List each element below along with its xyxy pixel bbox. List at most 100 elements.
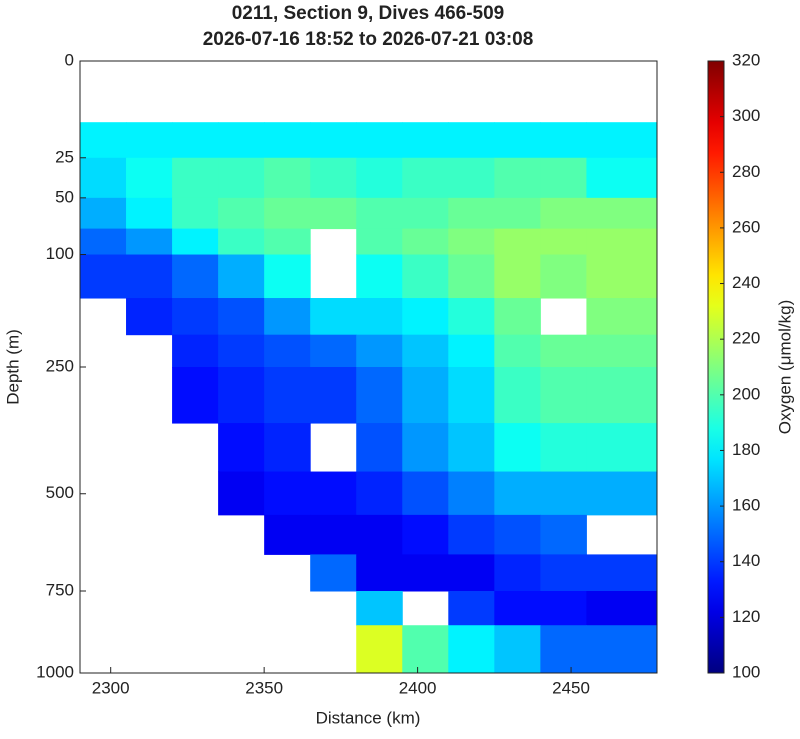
x-tick-label: 2300 [92, 678, 130, 697]
field-cell [494, 157, 541, 199]
field-cell [540, 254, 587, 299]
field-cell [586, 122, 658, 159]
field-cell [586, 625, 658, 674]
field-cell [540, 625, 587, 674]
field-cell [586, 157, 658, 199]
field-cell [310, 554, 357, 592]
field-cell [540, 334, 587, 368]
field-cell [218, 471, 265, 516]
field-cell [402, 554, 449, 592]
field-cell [356, 554, 403, 592]
field-cell [126, 197, 173, 230]
field-cell [80, 197, 127, 230]
field-cell [356, 298, 403, 336]
field-cell [356, 157, 403, 199]
field-cell [264, 334, 311, 368]
field-cell [126, 254, 173, 299]
field-cell [218, 423, 265, 473]
field-cell [586, 197, 658, 230]
field-cell [494, 423, 541, 473]
field-cell [586, 254, 658, 299]
field-cell [356, 367, 403, 424]
field-cell [172, 157, 219, 199]
field-cell [172, 334, 219, 368]
field-cell [448, 334, 495, 368]
field-cell [402, 514, 449, 555]
y-tick-label: 750 [46, 580, 74, 599]
field-cell [264, 471, 311, 516]
colorbar-tick-label: 180 [732, 440, 760, 459]
field-cell [172, 122, 219, 159]
field-cell [264, 367, 311, 424]
field-cell [448, 157, 495, 199]
field-cell [402, 157, 449, 199]
field-cell [80, 254, 127, 299]
x-axis-label: Distance (km) [316, 708, 421, 727]
field-cell [540, 514, 587, 555]
colorbar-label: Oxygen (μmol/kg) [775, 300, 794, 435]
field-cell [264, 197, 311, 230]
field-cell [540, 423, 587, 473]
field-cell [264, 228, 311, 256]
field-cell [448, 228, 495, 256]
field-cell [310, 122, 357, 159]
field-cell [172, 298, 219, 336]
x-tick-label: 2450 [552, 678, 590, 697]
field-cell [494, 514, 541, 555]
field-cell [218, 157, 265, 199]
y-tick-label: 1000 [36, 662, 74, 681]
field-cell [494, 334, 541, 368]
field-cell [494, 471, 541, 516]
field-cell [586, 423, 658, 473]
field-cell [402, 423, 449, 473]
field-cell [448, 471, 495, 516]
field-cell [356, 228, 403, 256]
field-cell [310, 197, 357, 230]
field-cell [172, 197, 219, 230]
field-cell [80, 122, 127, 159]
x-tick-label: 2400 [399, 678, 437, 697]
field-cell [264, 423, 311, 473]
field-cell [494, 228, 541, 256]
field-cell [310, 298, 357, 336]
field-cell [218, 197, 265, 230]
field-cell [356, 423, 403, 473]
field-cell [356, 254, 403, 299]
colorbar-tick-label: 260 [732, 217, 760, 236]
colorbar-tick-label: 140 [732, 551, 760, 570]
field-cell [402, 367, 449, 424]
field-cell [448, 367, 495, 424]
y-tick-label: 50 [55, 187, 74, 206]
colorbar-tick-label: 100 [732, 662, 760, 681]
colorbar-tick-label: 240 [732, 273, 760, 292]
field-cell [540, 157, 587, 199]
field-cell [448, 122, 495, 159]
y-tick-label: 500 [46, 483, 74, 502]
field-cell [586, 334, 658, 368]
field-cell [494, 591, 541, 626]
field-cell [448, 591, 495, 626]
field-cell [264, 514, 311, 555]
field-cell [448, 298, 495, 336]
field-cell [540, 554, 587, 592]
colorbar [707, 60, 725, 674]
field-cell [540, 367, 587, 424]
field-cell [494, 197, 541, 230]
field-cell [494, 122, 541, 159]
field-cell [494, 625, 541, 674]
field-cell [494, 254, 541, 299]
chart-title: 0211, Section 9, Dives 466-509 [232, 3, 505, 24]
field-cell [402, 471, 449, 516]
field-cell [540, 591, 587, 626]
field-cell [356, 471, 403, 516]
colorbar-tick-label: 120 [732, 607, 760, 626]
y-tick-label: 0 [65, 50, 74, 69]
field-cell [310, 367, 357, 424]
colorbar-tick-label: 320 [732, 50, 760, 69]
field-cell [586, 367, 658, 424]
field-cell [540, 197, 587, 230]
field-cell [310, 471, 357, 516]
field-cell [264, 122, 311, 159]
y-tick-label: 250 [46, 356, 74, 375]
field-cell [402, 228, 449, 256]
